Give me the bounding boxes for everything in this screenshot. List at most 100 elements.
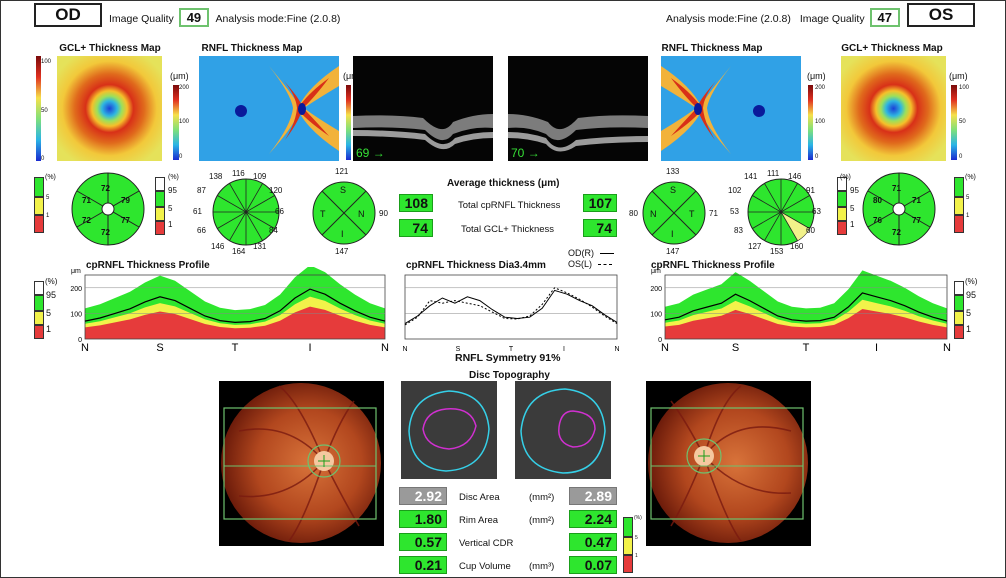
od-gcl-scale-bar xyxy=(173,85,179,160)
od-scan-arrow-icon: → xyxy=(372,146,385,160)
od-eye-label: OD xyxy=(34,3,102,27)
od-profile-y-tick: 200 xyxy=(70,286,82,293)
os-quadrant-chart: 133 S N I T 80 71 147 xyxy=(629,167,719,257)
od-rnfl-legend-red xyxy=(155,221,165,235)
od-profile-thickness-line xyxy=(84,288,386,324)
os-quality-value: 47 xyxy=(869,8,900,27)
od-profile-x-tick: S xyxy=(156,342,163,354)
os-rnfl-scale-200: 200 xyxy=(815,85,826,91)
os-rnfl-clock-value: 83 xyxy=(734,226,743,235)
od-rnfl-legend-1: 1 xyxy=(168,220,173,229)
os-rnfl-clock-value: 153 xyxy=(770,247,784,256)
disc-legend-yellow xyxy=(623,537,633,555)
os-gcl-legend-5: 5 xyxy=(966,195,970,201)
od-gcl-map-title: GCL+ Thickness Map xyxy=(59,43,161,54)
os-gcl-legend-unit: (%) xyxy=(965,174,976,181)
os-rnfl-scale-0: 0 xyxy=(815,154,819,160)
od-rnfl-map xyxy=(199,56,339,161)
os-rnfl-clock-value: 141 xyxy=(744,172,758,181)
cup-volume-label: Cup Volume xyxy=(459,561,511,572)
od-profile-legend-red xyxy=(34,325,44,339)
od-quality-label: Image Quality xyxy=(109,13,174,25)
os-quality-label: Image Quality xyxy=(799,13,865,25)
os-quadrant-i-value: 147 xyxy=(666,247,680,256)
od-rnfl-clock-value: 120 xyxy=(269,186,283,195)
od-gcl-legend-yellow xyxy=(34,197,44,215)
od-rnfl-legend-yellow xyxy=(155,207,165,221)
od-gcl-legend-green xyxy=(34,177,44,197)
disc-legend-1: 1 xyxy=(635,553,638,559)
dia-x-tick: I xyxy=(563,346,565,353)
od-gcl-scale-100: 100 xyxy=(41,59,52,65)
od-profile-legend-green xyxy=(34,295,44,311)
od-gcl-legend-5: 5 xyxy=(46,195,50,201)
os-rnfl-clock-value: 127 xyxy=(748,242,762,251)
disc-legend-unit: (%) xyxy=(634,515,642,521)
legend-os: OS(L) xyxy=(568,259,612,269)
od-gcl-legend-red xyxy=(34,215,44,233)
os-quadrant-n-value: 80 xyxy=(629,209,638,218)
od-rnfl-legend-green xyxy=(155,191,165,207)
od-rnfl-legend: (%) 95 5 1 xyxy=(155,174,179,235)
od-disc-image xyxy=(401,381,497,479)
os-gcl-scale-0: 0 xyxy=(959,154,963,160)
os-scan-index: 70 → xyxy=(511,146,540,160)
os-profile-legend-yellow xyxy=(954,311,964,325)
os-header: Analysis mode:Fine (2.0.8) Image Quality… xyxy=(666,8,904,27)
os-gcl-sector-value: 76 xyxy=(873,216,882,225)
os-rnfl-map xyxy=(661,56,801,161)
os-profile-legend-1: 1 xyxy=(966,324,972,334)
os-gcl-map-title: GCL+ Thickness Map xyxy=(841,43,943,54)
od-rnfl-scale-0: 0 xyxy=(179,154,183,160)
os-quadrant-s-value: 133 xyxy=(666,167,680,176)
od-cup-volume-value: 0.21 xyxy=(399,556,447,574)
os-profile-title: cpRNFL Thickness Profile xyxy=(651,260,775,271)
os-rnfl-legend-95: 95 xyxy=(850,186,859,195)
od-rnfl-legend-white xyxy=(155,177,165,191)
od-scan-index-value: 69 xyxy=(356,146,370,160)
os-quadrant-i-letter: I xyxy=(671,229,674,239)
legend-od: OD(R) xyxy=(568,248,614,258)
od-gcl-scale-50: 50 xyxy=(41,108,48,114)
od-gcl-sector-value: 72 xyxy=(101,228,110,237)
od-rim-area-value: 1.80 xyxy=(399,510,447,528)
os-profile-legend-95: 95 xyxy=(966,290,977,300)
od-vertical-cdr-value: 0.57 xyxy=(399,533,447,551)
disc-legend-5: 5 xyxy=(635,535,638,541)
os-rnfl-clock-value: 53 xyxy=(730,207,739,216)
disc-legend: (%) 5 1 xyxy=(623,515,642,573)
dia-x-tick: S xyxy=(456,346,461,353)
od-rnfl-legend-95: 95 xyxy=(168,186,177,195)
od-rnfl-clock-chart: 116 109 120 66 84 131 164 146 66 61 87 1… xyxy=(191,169,301,256)
od-profile-title: cpRNFL Thickness Profile xyxy=(86,260,210,271)
od-quadrant-s-letter: S xyxy=(340,185,347,195)
od-profile-plot-frame xyxy=(84,274,386,340)
od-gcl-legend-1: 1 xyxy=(46,213,50,219)
legend-os-label: OS(L) xyxy=(568,259,593,269)
od-quadrant-n-value: 90 xyxy=(379,209,388,218)
od-analysis-mode: Analysis mode:Fine (2.0.8) xyxy=(215,13,341,25)
os-profile-x-tick: I xyxy=(875,342,878,354)
od-rnfl-scale-unit: (μm) xyxy=(343,71,362,81)
dia-plot-frame xyxy=(404,274,618,340)
disc-area-label: Disc Area xyxy=(459,492,500,503)
od-bscan-image xyxy=(353,56,493,161)
od-profile-abnormal-band xyxy=(85,306,385,339)
os-rnfl-clock-value: 63 xyxy=(812,207,821,216)
os-gcl-scale-50: 50 xyxy=(959,119,966,125)
os-profile-y-unit: μm xyxy=(651,268,661,275)
od-profile-legend-yellow xyxy=(34,311,44,325)
os-profile-x-tick: S xyxy=(732,342,739,354)
os-gcl-sector-value: 72 xyxy=(892,228,901,237)
od-rnfl-scale-200: 200 xyxy=(179,85,190,91)
cup-volume-unit: (mm³) xyxy=(529,561,555,572)
os-profile-abnormal-band xyxy=(665,309,947,339)
os-rnfl-clock-value: 91 xyxy=(806,186,815,195)
od-gcl-sector-value: 77 xyxy=(121,216,130,225)
avg-thickness-title: Average thickness (μm) xyxy=(447,178,560,189)
od-rnfl-clock-value: 61 xyxy=(193,207,202,216)
os-gcl-scale-100: 100 xyxy=(959,85,970,91)
os-rnfl-clock-value: 60 xyxy=(806,226,815,235)
dia-os-line xyxy=(404,287,618,326)
